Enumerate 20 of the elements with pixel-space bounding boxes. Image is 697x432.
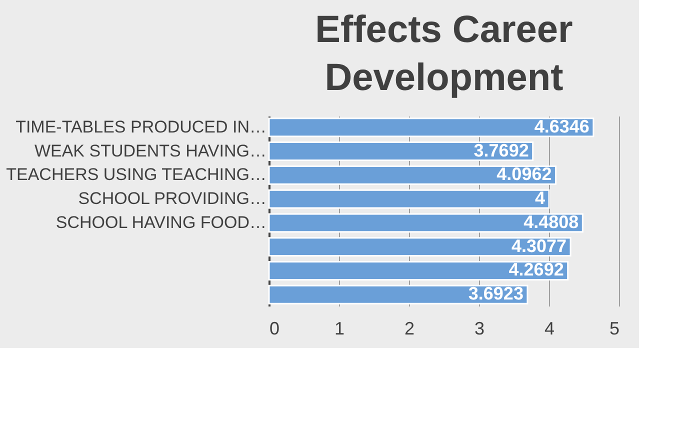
y-tick-label: TEACHERS USING TEACHING… <box>6 165 266 184</box>
data-label: 3.6923 <box>468 284 524 304</box>
data-label: 4.2692 <box>508 260 564 280</box>
x-tick-label: 4 <box>544 318 555 338</box>
data-label: 3.7692 <box>474 140 529 160</box>
x-tick-label: 1 <box>334 318 345 338</box>
data-label: 4 <box>534 188 545 208</box>
y-tick-label: WEAK STUDENTS HAVING… <box>34 141 266 160</box>
data-label: 4.4808 <box>524 212 579 232</box>
x-tick-label: 5 <box>609 318 620 338</box>
y-tick-label: TIME-TABLES PRODUCED IN… <box>16 117 266 136</box>
chart-title: Effects Career Development <box>315 9 574 99</box>
y-tick-label: SCHOOL PROVIDING… <box>78 189 266 208</box>
y-tick-label: SCHOOL HAVING FOOD… <box>56 212 266 232</box>
data-label: 4.3077 <box>511 236 567 256</box>
x-tick-label: 0 <box>270 318 280 338</box>
x-tick-label: 3 <box>474 318 485 338</box>
x-tick-label: 2 <box>404 318 415 338</box>
data-label: 4.0962 <box>496 164 552 184</box>
data-label: 4.6346 <box>534 116 590 136</box>
